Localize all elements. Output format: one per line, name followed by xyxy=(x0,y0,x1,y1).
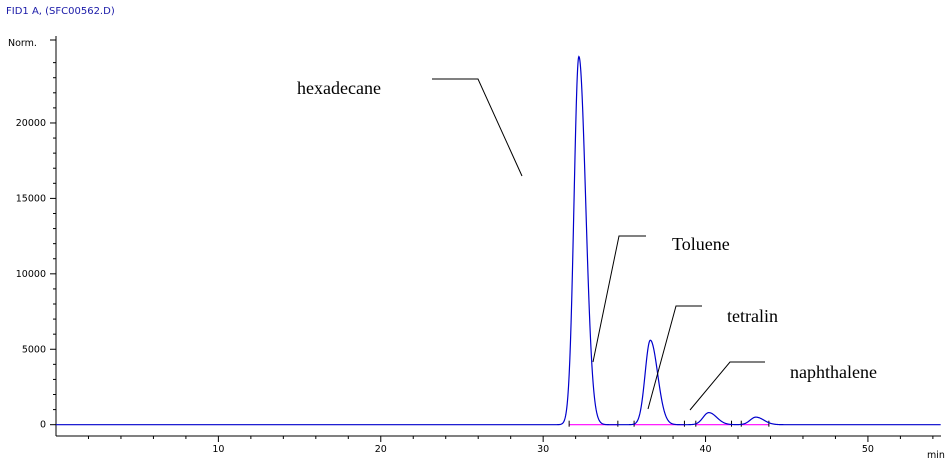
annotation-leader-line xyxy=(689,361,765,411)
tick-group: 10 20 30 40 50 0 5000 10000 15000 20000 xyxy=(16,39,934,455)
x-tick-label: 10 xyxy=(212,444,224,455)
y-tick-label: 20000 xyxy=(16,118,46,129)
annotation-leader-line xyxy=(592,235,646,363)
y-tick-label: 10000 xyxy=(16,269,46,280)
x-axis-label: min xyxy=(927,450,945,461)
annotation-label: hexadecane xyxy=(297,78,381,98)
peak-annotations: hexadecane Toluene tetralin naphthalene xyxy=(297,78,877,411)
x-tick-label: 20 xyxy=(375,444,387,455)
annotation-leader-line xyxy=(647,305,702,410)
x-tick-label: 40 xyxy=(699,444,711,455)
x-tick-label: 30 xyxy=(537,444,549,455)
signal-trace xyxy=(56,55,941,426)
annotation-label: tetralin xyxy=(727,306,778,326)
y-axis-label: Norm. xyxy=(8,38,37,49)
axes xyxy=(55,36,941,437)
y-tick-label: 5000 xyxy=(22,344,46,355)
y-tick-label: 0 xyxy=(40,420,46,431)
annotation-label: Toluene xyxy=(672,234,730,254)
x-tick-label: 50 xyxy=(862,444,874,455)
annotation-label: naphthalene xyxy=(790,362,877,382)
chart-header: FID1 A, (SFC00562.D) xyxy=(6,6,115,17)
annotation-leader-line xyxy=(432,78,523,177)
y-tick-label: 15000 xyxy=(16,193,46,204)
